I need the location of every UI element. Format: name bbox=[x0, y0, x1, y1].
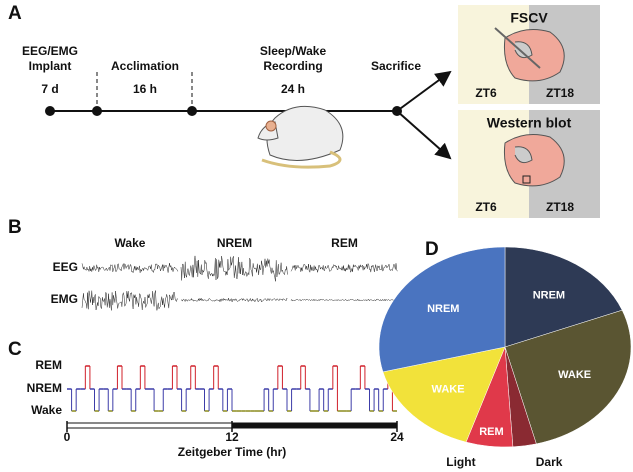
step-duration: 24 h bbox=[281, 82, 305, 96]
y-category-label: NREM bbox=[27, 381, 62, 395]
timeline-dot bbox=[187, 106, 197, 116]
signal-trace bbox=[290, 263, 398, 273]
step-title: Sleep/Wake bbox=[260, 44, 327, 58]
step-duration: 7 d bbox=[41, 82, 58, 96]
slice-label: NREM bbox=[533, 290, 565, 302]
column-header: Wake bbox=[115, 236, 146, 250]
pie-slice bbox=[382, 346, 506, 443]
row-label: EMG bbox=[51, 292, 78, 306]
signal-trace bbox=[180, 297, 288, 303]
dark-bar bbox=[231, 422, 398, 429]
column-header: REM bbox=[331, 236, 358, 250]
mouse-illustration bbox=[257, 105, 344, 169]
light-bar bbox=[66, 422, 233, 429]
slice-label: REM bbox=[479, 426, 503, 438]
signal-trace bbox=[290, 298, 398, 302]
box-title: Western blot bbox=[487, 115, 572, 131]
slice-label: NREM bbox=[427, 303, 459, 315]
panel-label: C bbox=[8, 339, 22, 360]
pie-slice bbox=[504, 246, 623, 348]
brain-slice bbox=[494, 27, 565, 187]
step-title: Implant bbox=[29, 59, 72, 73]
signal-trace bbox=[81, 262, 179, 274]
arrow bbox=[396, 70, 452, 112]
panel-label: B bbox=[8, 217, 22, 238]
signal-trace bbox=[180, 255, 288, 282]
x-tick-label: 24 bbox=[390, 430, 404, 444]
row-label: EEG bbox=[53, 260, 78, 274]
box-left: ZT6 bbox=[475, 86, 497, 100]
panel-label: A bbox=[8, 3, 22, 24]
x-tick-label: 0 bbox=[64, 430, 71, 444]
step-title: EEG/EMG bbox=[22, 44, 78, 58]
step-duration: 16 h bbox=[133, 82, 157, 96]
box-title: FSCV bbox=[510, 10, 548, 26]
timeline-dot bbox=[45, 106, 55, 116]
group-label: Dark bbox=[536, 455, 563, 469]
x-tick-label: 12 bbox=[225, 430, 239, 444]
panel-label: D bbox=[425, 239, 439, 260]
box-right: ZT18 bbox=[546, 200, 574, 214]
pie-slice bbox=[378, 246, 506, 373]
y-category-label: Wake bbox=[31, 403, 62, 417]
y-category-label: REM bbox=[35, 358, 62, 372]
step-title: Sacrifice bbox=[371, 59, 421, 73]
step-title: Recording bbox=[263, 59, 322, 73]
box-left: ZT6 bbox=[475, 200, 497, 214]
group-label: Light bbox=[446, 455, 475, 469]
box-right: ZT18 bbox=[546, 86, 574, 100]
slice-label: WAKE bbox=[558, 369, 591, 381]
signal-trace bbox=[81, 290, 179, 311]
slice-label: WAKE bbox=[432, 383, 465, 395]
arrow bbox=[396, 110, 452, 160]
pie-slice bbox=[504, 309, 632, 445]
x-axis-label: Zeitgeber Time (hr) bbox=[178, 445, 286, 459]
column-header: NREM bbox=[217, 236, 252, 250]
timeline-dot bbox=[92, 106, 102, 116]
step-title: Acclimation bbox=[111, 59, 179, 73]
